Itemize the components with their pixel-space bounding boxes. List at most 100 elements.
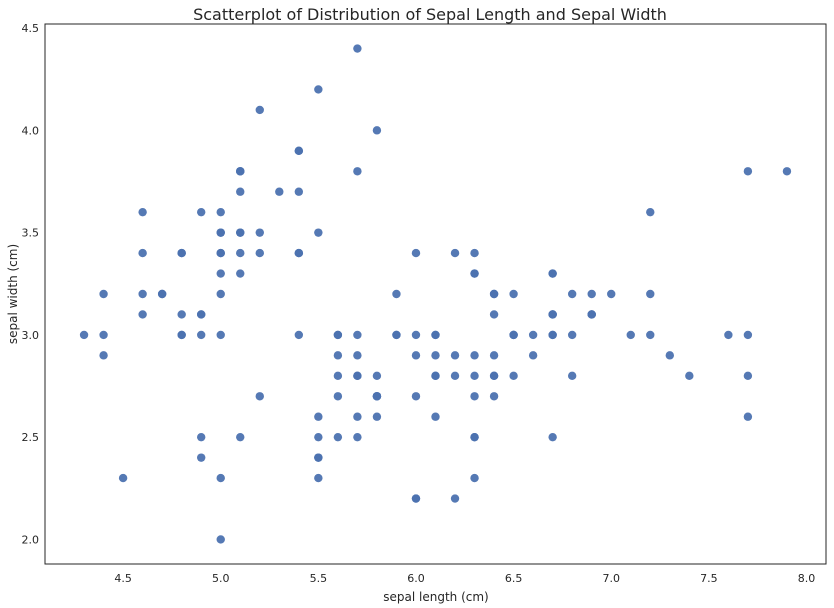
data-point: [567, 289, 577, 299]
data-point: [470, 392, 479, 401]
data-point: [138, 248, 147, 258]
data-point: [411, 330, 421, 340]
data-point: [372, 126, 382, 135]
data-point: [567, 330, 577, 340]
data-point: [646, 207, 655, 217]
data-point: [372, 392, 382, 401]
data-point: [216, 207, 225, 217]
data-point: [489, 371, 499, 381]
data-point: [353, 432, 362, 442]
x-tick-label: 5.0: [212, 572, 230, 585]
data-point: [470, 432, 479, 442]
data-point: [236, 432, 245, 442]
data-point: [118, 473, 128, 483]
data-point: [333, 330, 343, 340]
data-point: [99, 289, 108, 299]
data-point: [509, 371, 518, 381]
data-point: [548, 310, 557, 319]
data-point: [372, 371, 382, 381]
data-point: [79, 330, 89, 340]
data-point: [197, 432, 206, 442]
data-point: [724, 330, 733, 340]
data-point: [353, 351, 362, 360]
data-point: [353, 330, 362, 340]
data-point: [489, 392, 499, 401]
data-point: [431, 412, 440, 421]
data-point: [470, 371, 479, 381]
data-point: [216, 228, 225, 237]
data-point: [333, 392, 343, 401]
data-point: [685, 371, 694, 381]
data-point: [548, 269, 557, 278]
data-point: [431, 330, 440, 340]
data-point: [743, 330, 753, 340]
data-point: [197, 207, 206, 217]
data-point: [489, 289, 499, 299]
data-point: [450, 248, 460, 258]
plot-frame: [44, 23, 827, 565]
data-point: [548, 330, 557, 340]
data-point: [607, 289, 616, 299]
data-point: [138, 207, 147, 217]
data-point: [294, 146, 304, 156]
data-point: [353, 412, 362, 421]
data-point: [743, 371, 753, 381]
data-point: [450, 351, 460, 360]
data-point: [411, 248, 421, 258]
y-tick-label: 3.0: [22, 329, 40, 342]
data-point: [255, 392, 264, 401]
x-tick-label: 6.0: [407, 572, 425, 585]
data-point: [275, 187, 284, 196]
x-tick-label: 5.5: [310, 572, 328, 585]
data-point: [489, 310, 499, 319]
x-tick-label: 7.5: [700, 572, 718, 585]
data-point: [294, 330, 304, 340]
y-tick-label: 3.5: [22, 227, 40, 240]
data-point: [470, 248, 479, 258]
data-point: [216, 330, 225, 340]
data-point: [665, 351, 674, 360]
data-point: [216, 269, 225, 278]
y-tick-label: 2.5: [22, 431, 40, 444]
data-point: [587, 310, 596, 319]
data-point: [392, 330, 401, 340]
data-point: [782, 167, 792, 176]
data-point: [411, 392, 421, 401]
data-point: [626, 330, 635, 340]
data-point: [509, 330, 518, 340]
data-point: [411, 494, 421, 503]
x-tick-label: 4.5: [114, 572, 132, 585]
data-point: [587, 289, 596, 299]
data-point: [489, 351, 499, 360]
data-point: [236, 167, 245, 176]
data-point: [372, 412, 382, 421]
x-tick-label: 8.0: [798, 572, 816, 585]
data-point: [528, 330, 538, 340]
data-point: [528, 351, 538, 360]
data-point: [177, 248, 186, 258]
data-point: [411, 351, 421, 360]
data-point: [197, 453, 206, 462]
data-point: [353, 167, 362, 176]
y-tick-label: 2.0: [22, 533, 40, 546]
data-point: [314, 228, 323, 237]
data-point: [743, 167, 753, 176]
data-point: [314, 412, 323, 421]
data-point: [255, 105, 264, 115]
data-point: [157, 289, 167, 299]
data-point: [314, 85, 323, 94]
data-point: [431, 351, 440, 360]
data-point: [99, 330, 108, 340]
data-point: [255, 228, 264, 237]
data-point: [314, 453, 323, 462]
data-point: [470, 269, 479, 278]
data-point: [138, 310, 147, 319]
data-point: [314, 432, 323, 442]
data-point: [450, 371, 460, 381]
data-point: [197, 330, 206, 340]
data-point: [646, 330, 655, 340]
data-point: [509, 289, 518, 299]
data-point: [470, 351, 479, 360]
data-point: [216, 248, 225, 258]
